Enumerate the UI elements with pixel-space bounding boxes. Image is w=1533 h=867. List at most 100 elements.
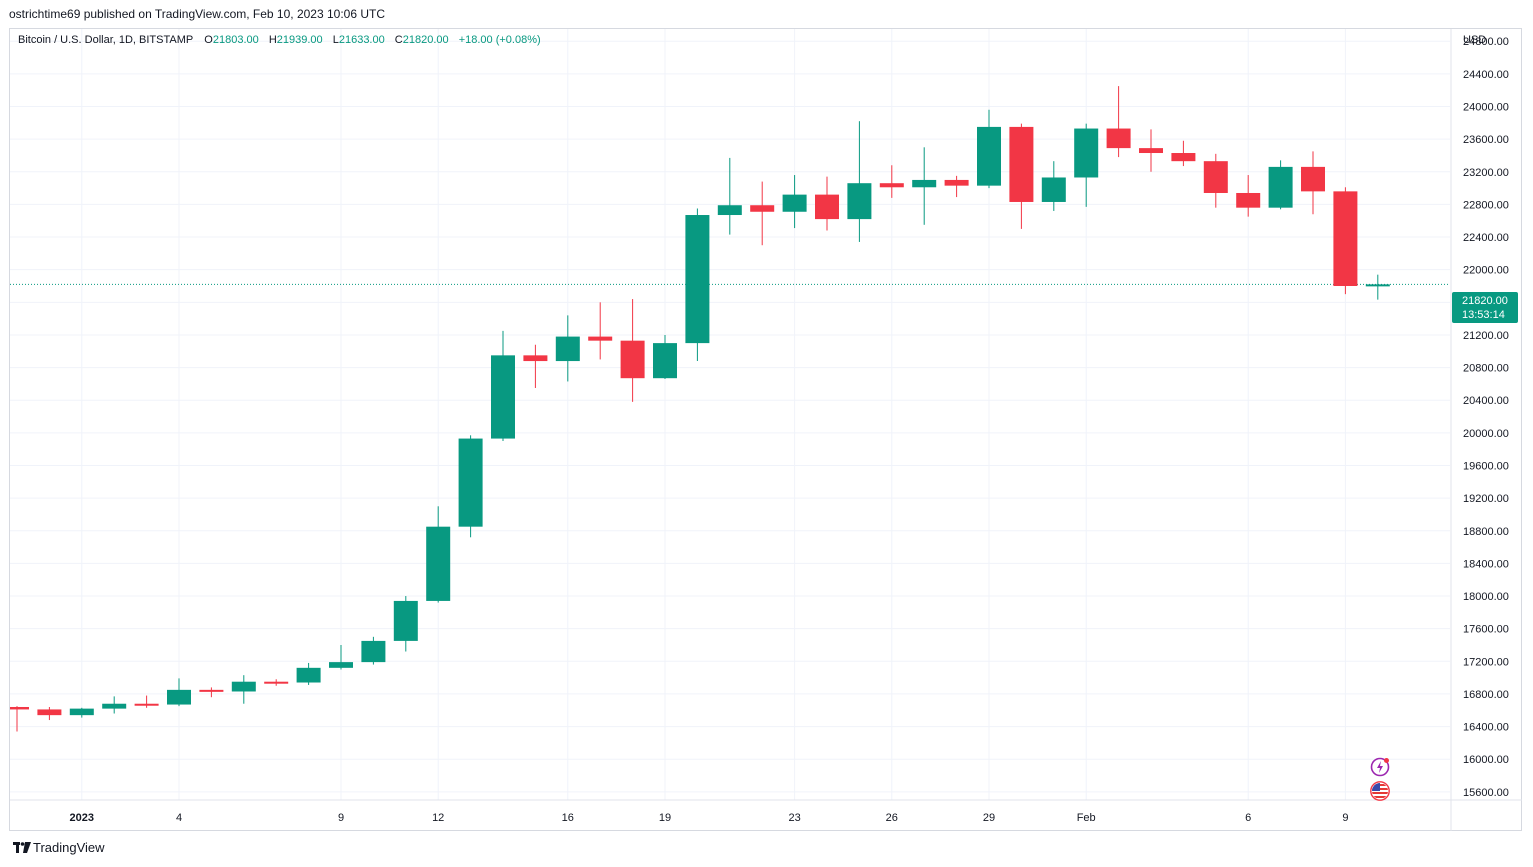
change-value: +18.00 (+0.08%) bbox=[458, 34, 541, 46]
candle-body bbox=[782, 194, 807, 212]
x-tick-label: 26 bbox=[886, 812, 898, 824]
last-price-value: 21820.00 bbox=[1462, 295, 1508, 307]
x-tick-label: 12 bbox=[432, 812, 444, 824]
candle-body bbox=[329, 662, 353, 668]
y-tick-label: 23200.00 bbox=[1463, 167, 1509, 179]
x-tick-label: 6 bbox=[1245, 812, 1251, 824]
candle-body bbox=[1074, 128, 1099, 178]
y-tick-label: 17600.00 bbox=[1463, 624, 1509, 636]
y-tick-label: 16800.00 bbox=[1463, 689, 1509, 701]
candle-body bbox=[620, 340, 645, 379]
x-tick-label: 9 bbox=[338, 812, 344, 824]
symbol-legend: Bitcoin / U.S. Dollar, 1D, BITSTAMP O218… bbox=[18, 34, 548, 46]
last-price-tag: 21820.00 13:53:14 bbox=[1452, 292, 1518, 323]
open-label: O bbox=[204, 34, 213, 46]
x-tick-label: 16 bbox=[562, 812, 574, 824]
candle-body bbox=[1365, 284, 1390, 287]
symbol-name[interactable]: Bitcoin / U.S. Dollar, 1D, BITSTAMP bbox=[18, 34, 194, 46]
y-tick-label: 24000.00 bbox=[1463, 102, 1509, 114]
candle-body bbox=[134, 703, 159, 706]
candle-body bbox=[1139, 148, 1163, 154]
x-tick-label: 23 bbox=[788, 812, 800, 824]
x-tick-label: Feb bbox=[1077, 812, 1096, 824]
low-value: 21633.00 bbox=[338, 34, 385, 46]
y-tick-label: 22800.00 bbox=[1463, 199, 1509, 211]
y-tick-label: 15600.00 bbox=[1463, 787, 1509, 799]
candle-body bbox=[491, 355, 515, 439]
high-label: H bbox=[268, 34, 277, 46]
candle-body bbox=[69, 708, 94, 716]
y-tick-label: 17200.00 bbox=[1463, 656, 1509, 668]
y-tick-label: 21200.00 bbox=[1463, 330, 1509, 342]
candle-body bbox=[977, 126, 1001, 186]
candle-body bbox=[847, 183, 872, 220]
candle-body bbox=[393, 600, 418, 641]
candle-body bbox=[361, 640, 386, 663]
y-tick-label: 22000.00 bbox=[1463, 265, 1509, 277]
x-tick-label: 9 bbox=[1342, 812, 1348, 824]
candle-body bbox=[912, 179, 937, 188]
y-tick-label: 24800.00 bbox=[1463, 36, 1509, 48]
candle-body bbox=[879, 183, 904, 188]
candle-body bbox=[167, 689, 191, 705]
y-tick-label: 18000.00 bbox=[1463, 591, 1509, 603]
candle-body bbox=[37, 709, 62, 716]
close-label: C bbox=[394, 34, 403, 46]
candle-body bbox=[1301, 166, 1325, 192]
us-flag-badge-icon[interactable] bbox=[1370, 781, 1390, 801]
lightning-badge-icon[interactable] bbox=[1370, 757, 1390, 777]
candle-body bbox=[102, 703, 127, 709]
y-tick-label: 18800.00 bbox=[1463, 526, 1509, 538]
y-tick-label: 20000.00 bbox=[1463, 428, 1509, 440]
currency-label[interactable]: USD bbox=[1463, 34, 1487, 46]
y-tick-label: 22400.00 bbox=[1463, 232, 1509, 244]
x-tick-label: 29 bbox=[983, 812, 995, 824]
candle-body bbox=[1106, 128, 1131, 149]
footer: TradingView bbox=[13, 840, 105, 855]
candle-body bbox=[555, 336, 580, 362]
candle-body bbox=[231, 681, 256, 692]
y-tick-label: 20400.00 bbox=[1463, 395, 1509, 407]
candle-body bbox=[1041, 177, 1066, 202]
candle-body bbox=[944, 179, 969, 186]
y-tick-label: 23600.00 bbox=[1463, 134, 1509, 146]
chart-frame[interactable] bbox=[9, 28, 1522, 831]
candle-body bbox=[264, 681, 289, 684]
candle-body bbox=[815, 194, 839, 220]
published-line: ostrichtime69 published on TradingView.c… bbox=[9, 7, 385, 21]
candle-body bbox=[426, 526, 451, 601]
y-tick-label: 19200.00 bbox=[1463, 493, 1509, 505]
low-label: L bbox=[332, 34, 339, 46]
tradingview-logo-icon[interactable] bbox=[13, 841, 31, 854]
candle-body bbox=[1333, 191, 1358, 286]
candle-body bbox=[296, 667, 321, 683]
candle-body bbox=[1171, 153, 1196, 162]
open-value: 21803.00 bbox=[212, 34, 259, 46]
bar-countdown: 13:53:14 bbox=[1462, 309, 1505, 321]
candle-body bbox=[685, 215, 710, 344]
y-tick-label: 20800.00 bbox=[1463, 363, 1509, 375]
y-tick-label: 16000.00 bbox=[1463, 754, 1509, 766]
candle-body bbox=[458, 438, 483, 527]
y-tick-label: 19600.00 bbox=[1463, 460, 1509, 472]
candle-body bbox=[750, 205, 775, 212]
candle-body bbox=[1203, 161, 1228, 193]
candle-body bbox=[199, 689, 224, 692]
footer-brand[interactable]: TradingView bbox=[33, 840, 105, 855]
candle-body bbox=[10, 706, 29, 710]
high-value: 21939.00 bbox=[276, 34, 323, 46]
candle-body bbox=[717, 205, 742, 216]
x-tick-label: 2023 bbox=[70, 812, 94, 824]
candle-body bbox=[1236, 192, 1261, 208]
x-tick-label: 4 bbox=[176, 812, 182, 824]
close-value: 21820.00 bbox=[402, 34, 449, 46]
y-tick-label: 16400.00 bbox=[1463, 722, 1509, 734]
y-tick-label: 24400.00 bbox=[1463, 69, 1509, 81]
y-tick-label: 18400.00 bbox=[1463, 558, 1509, 570]
candle-body bbox=[1268, 166, 1293, 208]
candle-body bbox=[523, 355, 548, 362]
candle-body bbox=[1009, 126, 1034, 202]
candle-body bbox=[588, 336, 613, 341]
candle-body bbox=[653, 343, 677, 379]
